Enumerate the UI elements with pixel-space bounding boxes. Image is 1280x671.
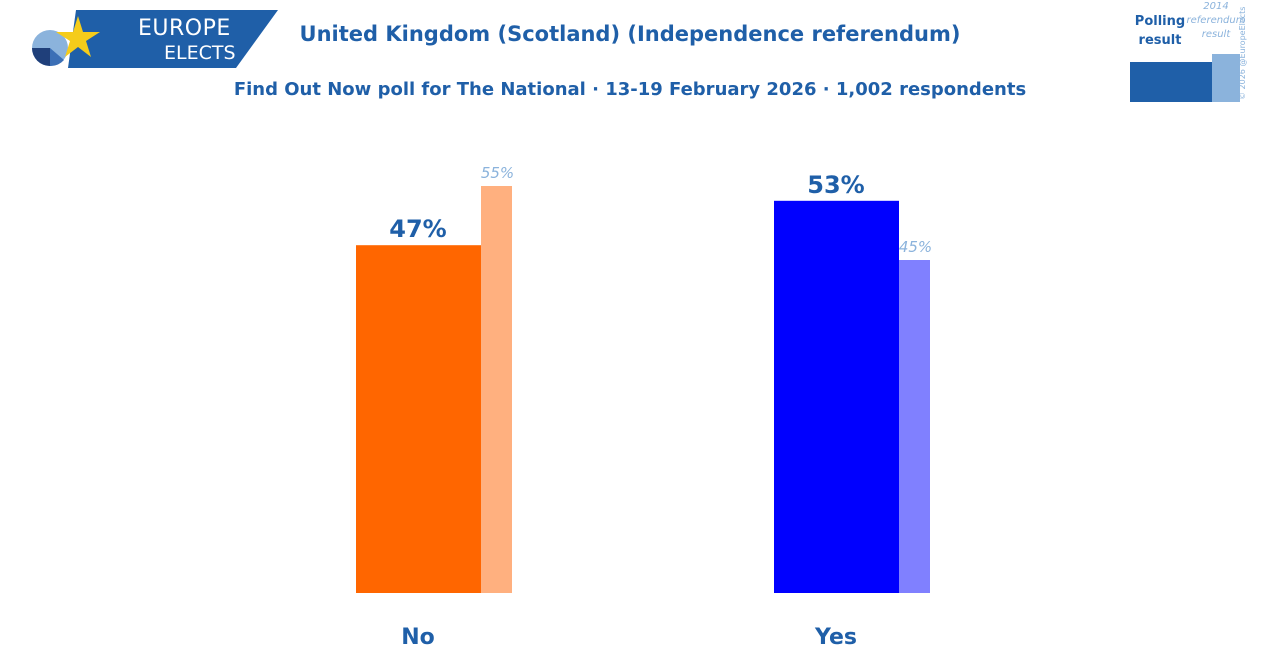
bar-polling-yes xyxy=(774,200,899,594)
value-label-polling-yes: 53% xyxy=(807,171,864,199)
category-label-yes: Yes xyxy=(814,625,857,650)
legend: 2014 referendum result Polling result xyxy=(1128,1,1258,104)
brand-name-line2: ELECTS xyxy=(164,42,236,64)
europe-elects-logo: EUROPE ELECTS xyxy=(24,10,280,70)
chart-title: United Kingdom (Scotland) (Independence … xyxy=(299,22,961,46)
chart-subtitle: Find Out Now poll for The National · 13-… xyxy=(233,79,1027,100)
brand-name-line1: EUROPE xyxy=(138,16,231,41)
category-label-no: No xyxy=(401,625,435,650)
legend-swatch-referendum xyxy=(1212,54,1240,102)
legend-swatch-polling xyxy=(1130,62,1212,102)
value-label-polling-no: 47% xyxy=(389,215,446,243)
value-label-referendum-yes: 45% xyxy=(899,238,932,256)
value-label-referendum-no: 55% xyxy=(481,164,514,182)
legend-label-referendum: 2014 referendum result xyxy=(1186,1,1246,40)
bar-referendum-no xyxy=(481,186,512,593)
bar-polling-no xyxy=(356,245,481,593)
bar-referendum-yes xyxy=(899,260,930,593)
legend-label-polling: Polling result xyxy=(1134,14,1186,48)
logo-graphic xyxy=(32,10,278,68)
